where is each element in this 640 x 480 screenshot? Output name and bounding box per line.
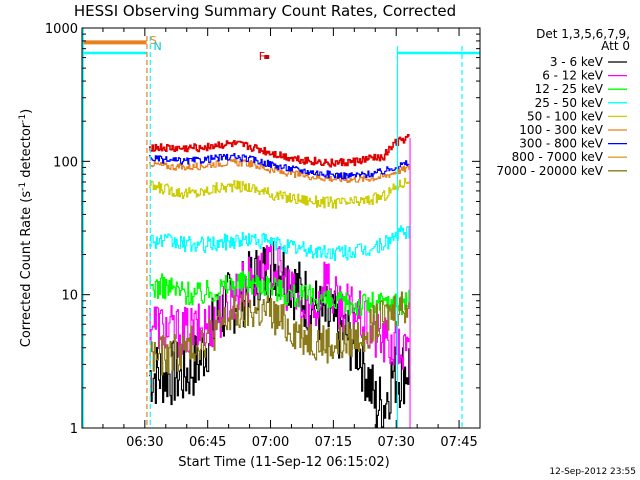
- y-axis: 1 10 100 1000: [45, 22, 480, 437]
- legend-label-4: 50 - 100 keV: [527, 109, 604, 123]
- series-line-5: [149, 158, 410, 184]
- marker-S: S: [150, 34, 157, 47]
- series-layer: [149, 134, 411, 428]
- series-line-6: [149, 153, 410, 180]
- overlay-layer: SN F: [82, 28, 480, 428]
- legend-title-line2: Att 0: [601, 39, 630, 53]
- series-line-2: [149, 270, 410, 317]
- y-tick-label: 100: [53, 155, 78, 170]
- legend-label-6: 300 - 800 keV: [519, 137, 603, 151]
- plot-frame: [81, 27, 481, 429]
- footer-date: 12-Sep-2012 23:55: [549, 467, 636, 477]
- y-tick-label: 1000: [45, 22, 78, 37]
- legend-label-7: 800 - 7000 keV: [512, 150, 604, 164]
- legend-label-3: 25 - 50 keV: [535, 96, 604, 110]
- series-line-8: [149, 291, 410, 376]
- y-axis-label: Corrected Count Rate (s-1 detector-1): [18, 109, 34, 347]
- x-tick-label: 07:45: [440, 435, 477, 450]
- legend-label-8: 7000 - 20000 keV: [496, 164, 603, 178]
- series-line-0: [149, 241, 410, 428]
- legend-label-2: 12 - 25 keV: [535, 82, 604, 96]
- x-axis-label: Start Time (11-Sep-12 06:15:02): [178, 455, 389, 470]
- series-line-3: [149, 225, 410, 261]
- legend-label-0: 3 - 6 keV: [550, 55, 604, 69]
- x-tick-label: 07:00: [252, 435, 289, 450]
- legend-title-line1: Det 1,3,5,6,7,9,: [536, 27, 630, 41]
- marker-N: N: [154, 40, 162, 53]
- flare-marker: [264, 55, 270, 59]
- y-tick-label: 1: [70, 422, 78, 437]
- x-tick-label: 07:15: [315, 435, 352, 450]
- legend-label-1: 6 - 12 keV: [542, 69, 604, 83]
- series-line-9: [149, 134, 410, 168]
- y-tick-label: 10: [61, 289, 78, 304]
- series-line-4: [149, 177, 410, 209]
- marker-F: F: [259, 50, 265, 63]
- x-tick-label: 07:30: [377, 435, 414, 450]
- chart-title: HESSI Observing Summary Count Rates, Cor…: [74, 2, 456, 20]
- x-tick-label: 06:30: [126, 435, 163, 450]
- x-axis: 06:30 06:45 07:00 07:15 07:30 07:45: [81, 28, 481, 450]
- legend-label-5: 100 - 300 keV: [519, 123, 603, 137]
- x-tick-label: 06:45: [189, 435, 226, 450]
